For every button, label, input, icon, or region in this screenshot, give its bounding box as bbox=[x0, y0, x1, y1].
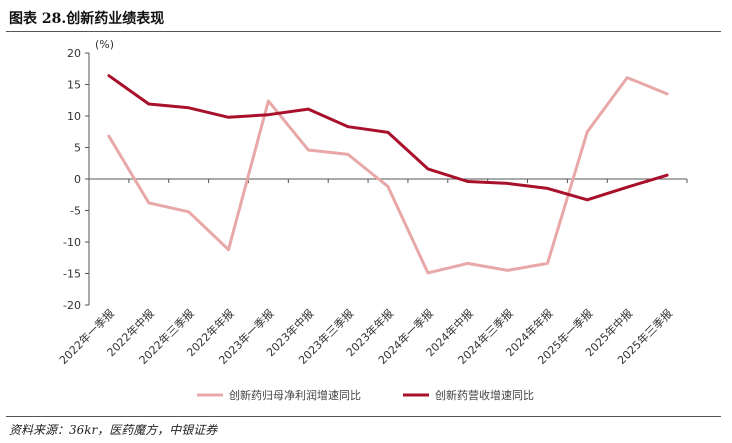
y-tick-label: -5 bbox=[70, 205, 81, 218]
y-tick-label: -15 bbox=[63, 268, 81, 281]
x-tick-label: 2022年一季报 bbox=[56, 306, 117, 367]
bottom-divider bbox=[6, 416, 721, 417]
series-line-1 bbox=[107, 76, 669, 275]
top-divider bbox=[6, 31, 721, 32]
y-tick-label: 20 bbox=[67, 47, 81, 60]
y-unit-label: (%) bbox=[95, 38, 114, 51]
y-tick-label: -20 bbox=[63, 299, 81, 312]
legend-label-2: 创新药营收增速同比 bbox=[435, 388, 534, 402]
y-tick-label: 10 bbox=[67, 110, 81, 123]
chart-title: 图表 28.创新药业绩表现 bbox=[9, 11, 165, 27]
series-line-2 bbox=[107, 74, 669, 202]
y-tick-label: 15 bbox=[67, 79, 81, 92]
y-tick-label: -10 bbox=[63, 236, 81, 249]
source-note: 资料来源：36kr，医药魔方，中银证券 bbox=[9, 423, 218, 437]
y-tick-label: 0 bbox=[74, 173, 81, 186]
legend-label-1: 创新药归母净利润增速同比 bbox=[229, 388, 361, 402]
y-tick-label: 5 bbox=[74, 142, 81, 155]
